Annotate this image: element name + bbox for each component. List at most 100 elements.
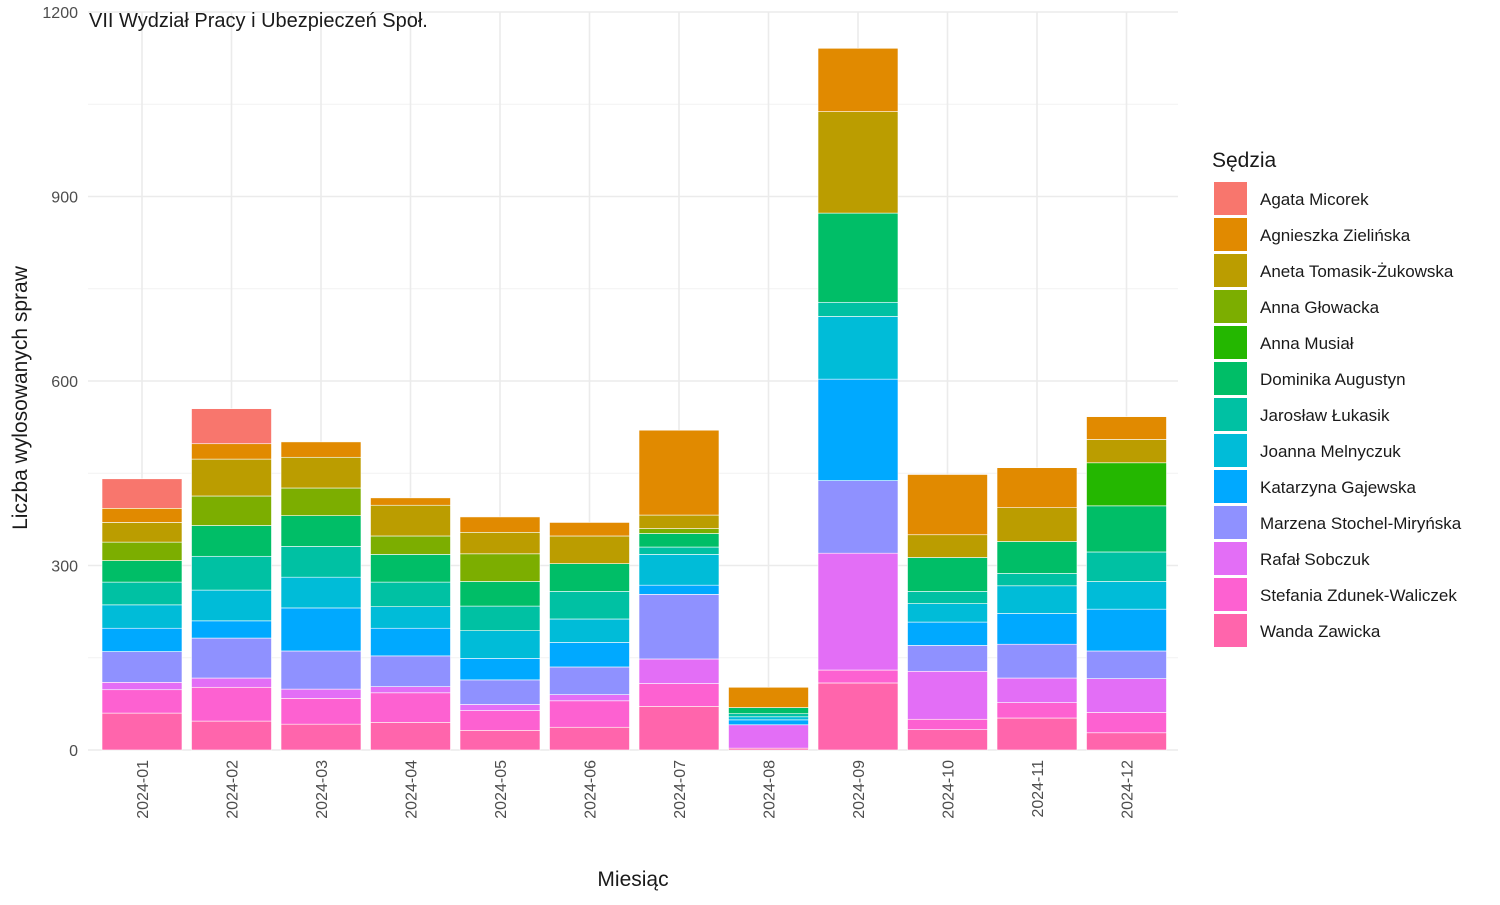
bar-segment: [907, 729, 988, 751]
bar-segment: [638, 683, 720, 707]
x-tick-label: 2024-06: [583, 760, 600, 819]
legend: Sędzia Agata Micorek Agnieszka Zielińska A…: [1212, 149, 1462, 647]
bar-segment: [907, 718, 988, 731]
bar-segment: [370, 655, 451, 687]
bar-segment: [280, 723, 362, 751]
bar-segment: [459, 553, 541, 582]
y-axis-ticks: 0 300 600 900 1200: [42, 5, 78, 760]
bar-segment: [728, 724, 809, 749]
bar-segment: [996, 541, 1078, 574]
bar-segment: [459, 516, 541, 533]
bar-segment: [370, 686, 451, 694]
bar-segment: [549, 666, 630, 695]
bar-segment: [191, 555, 272, 591]
bar-segment: [817, 480, 899, 554]
bar-segment: [907, 603, 988, 623]
bar-segment: [280, 456, 362, 489]
x-tick-label: 2024-02: [225, 760, 242, 819]
bar-segment: [728, 716, 809, 721]
x-tick-label: 2024-03: [314, 760, 331, 819]
x-axis-ticks: 2024-01 2024-02 2024-03 2024-04 2024-05 2024-…: [135, 760, 1137, 819]
legend-key: [1214, 542, 1247, 575]
bar-segment: [191, 443, 272, 460]
legend-title: Sędzia: [1212, 149, 1277, 172]
legend-key: [1214, 398, 1247, 431]
legend-key: [1214, 290, 1247, 323]
bar-segment: [1086, 712, 1167, 734]
bar-segment: [907, 670, 988, 720]
bar-segment: [101, 604, 183, 629]
bar-segment: [996, 507, 1078, 542]
bar-segment: [907, 621, 988, 646]
bar-segment: [280, 698, 362, 725]
bar-segment: [370, 535, 451, 555]
bar-segment: [817, 301, 899, 317]
legend-label: Anna Musiał: [1260, 334, 1354, 353]
bar-segment: [996, 677, 1078, 703]
bar-segment: [996, 643, 1078, 679]
y-tick-label: 1200: [42, 5, 78, 22]
bar-segment: [638, 514, 720, 529]
bar-segment: [459, 710, 541, 731]
bar-segment: [280, 650, 362, 690]
bar-segment: [191, 686, 272, 722]
x-tick-label: 2024-12: [1120, 760, 1137, 819]
bar-segment: [191, 620, 272, 639]
bar-segment: [817, 47, 899, 112]
bar-segment: [996, 573, 1078, 587]
bar-segment: [907, 534, 988, 558]
bar-segment: [101, 522, 183, 543]
bar-segment: [101, 560, 183, 583]
bar-segment: [1086, 650, 1167, 679]
legend-key: [1214, 254, 1247, 287]
bar-segment: [280, 515, 362, 547]
bar-segment: [1086, 732, 1167, 751]
bar-segment: [459, 630, 541, 659]
bar-segment: [459, 605, 541, 631]
bar-segment: [907, 557, 988, 592]
legend-label: Jarosław Łukasik: [1260, 406, 1390, 425]
bar-segment: [638, 554, 720, 586]
y-axis-label: Liczba wylosowanych spraw: [9, 265, 32, 530]
bar-segment: [101, 478, 183, 509]
bar-segment: [907, 474, 988, 536]
bar-segment: [638, 546, 720, 555]
bar-segment: [459, 679, 541, 705]
bar-segment: [191, 720, 272, 751]
bar-segment: [817, 552, 899, 671]
x-axis-label: Miesiąc: [597, 868, 668, 891]
bar-segment: [996, 467, 1078, 508]
x-tick-label: 2024-04: [404, 760, 421, 819]
legend-key: [1214, 470, 1247, 503]
bar-segment: [638, 658, 720, 684]
bar-segment: [370, 606, 451, 629]
bar-segment: [459, 730, 541, 751]
bar-segment: [549, 563, 630, 592]
bar-segment: [817, 669, 899, 684]
bar-segment: [370, 554, 451, 583]
bar-segment: [549, 535, 630, 564]
legend-label: Agata Micorek: [1260, 190, 1369, 209]
bar-segment: [370, 692, 451, 723]
legend-key: [1214, 218, 1247, 251]
y-tick-label: 300: [51, 559, 78, 576]
bar-segment: [1086, 462, 1167, 507]
bar-segment: [101, 682, 183, 691]
y-tick-label: 900: [51, 190, 78, 207]
bar-segment: [191, 408, 272, 445]
legend-label: Marzena Stochel-Miryńska: [1260, 514, 1462, 533]
bar-segment: [1086, 439, 1167, 464]
bar-segment: [280, 576, 362, 609]
bar-segment: [638, 594, 720, 660]
bar-segment: [549, 694, 630, 702]
chart-title: VII Wydział Pracy i Ubezpieczeń Społ.: [89, 10, 428, 32]
y-tick-label: 600: [51, 374, 78, 391]
bar-segment: [1086, 505, 1167, 553]
legend-label: Agnieszka Zielińska: [1260, 226, 1411, 245]
x-tick-label: 2024-10: [941, 760, 958, 819]
bar-segment: [101, 651, 183, 683]
bar-segment: [459, 531, 541, 555]
legend-label: Anna Głowacka: [1260, 298, 1380, 317]
bar-segment: [191, 458, 272, 497]
